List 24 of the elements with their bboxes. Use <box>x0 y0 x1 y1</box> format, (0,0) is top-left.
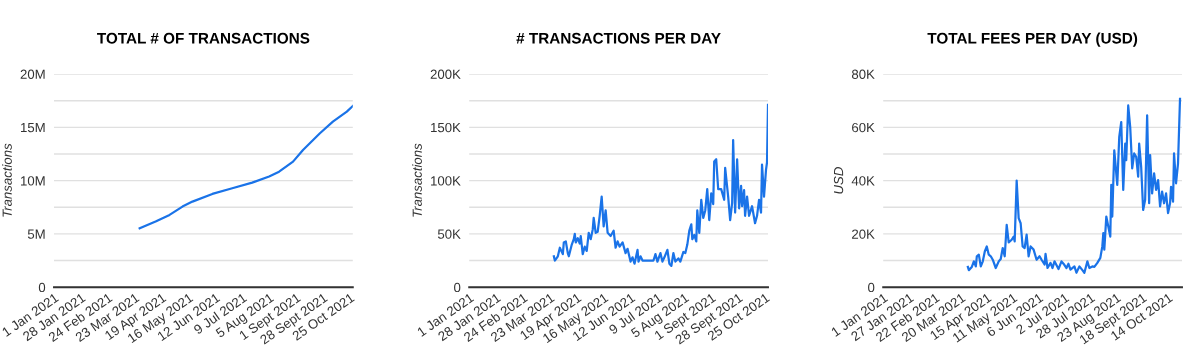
y-tick-label: 10M <box>21 176 45 186</box>
y-tick-label: 150K <box>431 122 461 133</box>
y-tick-label: 80K <box>851 69 875 79</box>
y-tick-label: 50K <box>437 229 461 239</box>
chart-title: TOTAL FEES PER DAY (USD) <box>927 32 1138 47</box>
y-tick-label: 20K <box>852 229 875 239</box>
line-series <box>966 97 1182 274</box>
y-tick-label: 20M <box>20 69 45 79</box>
y-tick-label: 0 <box>454 282 461 293</box>
y-axis-title: Transactions <box>2 143 12 217</box>
chart-title: # TRANSACTIONS PER DAY <box>516 32 721 44</box>
y-tick-label: 200K <box>430 69 461 79</box>
y-tick-label: 40K <box>851 176 875 186</box>
y-axis-title: Transactions <box>412 143 422 217</box>
line-series <box>552 103 768 267</box>
y-tick-label: 60K <box>852 122 875 133</box>
y-tick-label: 5M <box>27 229 45 239</box>
y-tick-label: 0 <box>38 282 46 293</box>
y-tick-label: 100K <box>431 176 461 186</box>
line-series <box>138 104 353 230</box>
y-tick-label: 15M <box>21 123 45 133</box>
y-axis-title: USD <box>833 167 844 194</box>
chart-title: TOTAL # OF TRANSACTIONS <box>97 32 310 44</box>
y-tick-label: 0 <box>868 282 875 293</box>
